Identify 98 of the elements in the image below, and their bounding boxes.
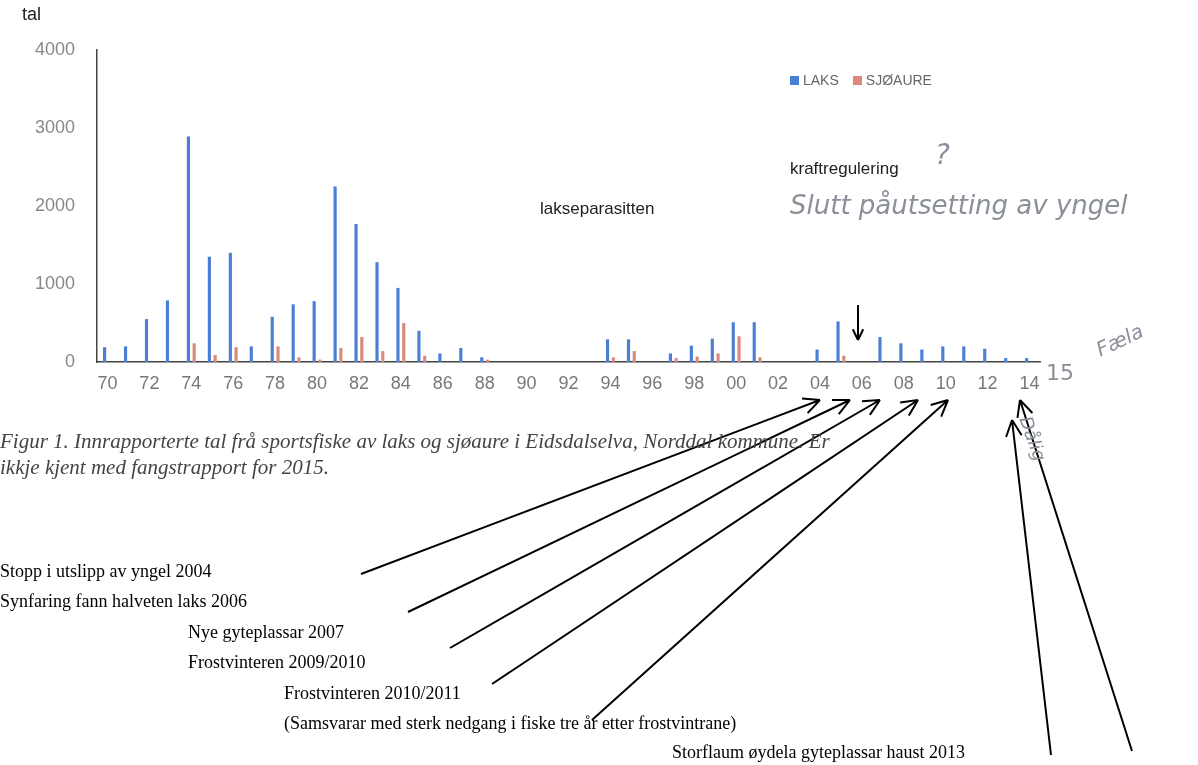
annotation: ?: [935, 138, 950, 171]
bar: [207, 256, 211, 362]
x-tick-label: 84: [390, 372, 411, 393]
x-tick-label: 72: [139, 372, 160, 393]
bar: [920, 349, 924, 362]
y-tick-label: 3000: [34, 116, 75, 137]
bar: [297, 357, 301, 362]
x-tick-label: 98: [684, 372, 705, 393]
legend-label: LAKS: [803, 72, 839, 88]
bar: [626, 339, 631, 362]
x-tick-label: 06: [851, 372, 872, 393]
x-tick-label: 10: [935, 372, 956, 393]
bar: [899, 343, 903, 362]
annotation: lakseparasitten: [540, 199, 655, 219]
annotation: kraftregulering: [790, 159, 899, 179]
bar: [333, 186, 337, 362]
bar: [758, 357, 762, 362]
bar: [842, 355, 846, 362]
x-tick-label: 74: [181, 372, 202, 393]
x-tick-label: 80: [307, 372, 328, 393]
bar: [1004, 358, 1008, 362]
bar: [605, 339, 610, 362]
x-tick-label: 86: [432, 372, 453, 393]
bar: [674, 358, 678, 362]
bar: [375, 262, 379, 362]
bar: [381, 351, 385, 362]
bar: [270, 316, 274, 362]
bar: [103, 347, 107, 362]
x-tick-label: 96: [642, 372, 663, 393]
bar: [710, 338, 714, 362]
annotation: Slutt påutsetting av yngel: [790, 190, 1128, 220]
bar: [480, 357, 484, 362]
x-tick-label: 82: [348, 372, 369, 393]
x-tick-label: 88: [474, 372, 495, 393]
bar: [312, 301, 316, 362]
bar: [354, 223, 358, 362]
text: Frostvinteren 2009/2010: [188, 652, 366, 673]
x-tick-label: 76: [223, 372, 244, 393]
bar: [752, 322, 756, 362]
y-tick-label: 4000: [34, 38, 75, 59]
text: (Samsvarar med sterk nedgang i fiske tre år etter frostvintrane): [284, 713, 737, 734]
x-tick-label: 94: [600, 372, 621, 393]
y-tick-label: 2000: [34, 194, 75, 215]
y-tick-label: 1000: [34, 272, 75, 293]
bar: [417, 330, 421, 362]
bar: [186, 136, 190, 362]
x-tick-label: 08: [893, 372, 914, 393]
bar: [962, 346, 966, 362]
bar: [668, 353, 672, 362]
x-tick-label: 00: [726, 372, 747, 393]
y-tick-label: 0: [64, 350, 75, 371]
bar: [396, 287, 400, 362]
x-tick-label: 02: [768, 372, 789, 393]
bar: [459, 347, 463, 362]
bar: [144, 319, 149, 362]
legend-label: SJØAURE: [865, 72, 932, 88]
y-axis-title: tal: [22, 4, 42, 25]
x-tick-label: 04: [809, 372, 830, 393]
bar: [402, 323, 406, 362]
text: Stopp i utslipp av yngel 2004: [0, 561, 212, 582]
text: Fæla: [1092, 318, 1147, 362]
bar: [737, 336, 741, 362]
bar: [228, 252, 232, 362]
text: Storflaum øydela gyteplassar haust 2013: [672, 742, 965, 763]
bar: [438, 353, 442, 362]
bar: [291, 304, 295, 362]
bar: [360, 337, 364, 362]
bar: [192, 343, 196, 362]
x-tick-label: 14: [1019, 372, 1040, 393]
x-tick-label: 90: [516, 372, 537, 393]
bar: [836, 321, 840, 362]
bar: [423, 355, 427, 362]
x-tick-label: 78: [265, 372, 286, 393]
bar: [123, 346, 128, 362]
bar: [165, 300, 170, 362]
text: Synfaring fann halveten laks 2006: [0, 591, 247, 612]
bar: [716, 353, 720, 362]
bar: [1025, 358, 1029, 362]
bar: [339, 347, 343, 362]
x-tick-label: 70: [97, 372, 118, 393]
bar: [941, 346, 945, 362]
bar: [632, 351, 636, 362]
bar: [213, 354, 217, 362]
bar: [815, 349, 819, 362]
bar: [878, 337, 882, 362]
bar: [983, 348, 987, 362]
bar: [249, 346, 253, 362]
bar: [689, 345, 693, 362]
bar: [234, 347, 238, 362]
x-tick-label: 92: [558, 372, 579, 393]
text: Dålig: [1015, 413, 1051, 464]
text: Nye gyteplassar 2007: [188, 622, 344, 643]
x-tick-label: 12: [977, 372, 998, 393]
text: 15: [1046, 360, 1074, 385]
text: Frostvinteren 2010/2011: [284, 683, 461, 704]
bar: [611, 357, 615, 362]
bar: [731, 322, 735, 362]
bar: [276, 346, 280, 362]
